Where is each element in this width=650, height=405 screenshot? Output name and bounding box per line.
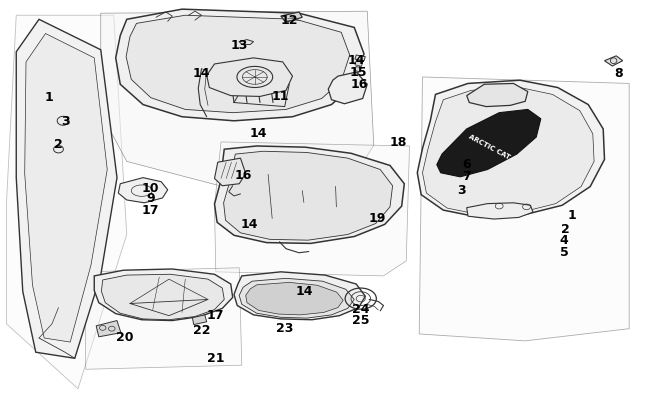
Text: 18: 18 [389,135,406,148]
Polygon shape [281,13,302,23]
Polygon shape [101,275,224,320]
Polygon shape [419,78,629,341]
Text: 17: 17 [142,203,159,216]
Text: 5: 5 [560,245,569,258]
Text: 14: 14 [296,284,313,297]
Text: 25: 25 [352,313,369,326]
Text: 8: 8 [614,66,623,79]
Text: 9: 9 [146,192,155,205]
Text: 14: 14 [193,66,210,79]
Text: 11: 11 [272,90,289,103]
Polygon shape [239,279,354,318]
Text: 10: 10 [142,182,159,195]
Polygon shape [96,321,121,337]
Text: 14: 14 [348,53,365,66]
Text: 14: 14 [250,126,267,139]
Polygon shape [214,143,410,276]
Text: 3: 3 [457,184,466,197]
Text: ARCTIC CAT: ARCTIC CAT [467,133,510,160]
Polygon shape [467,203,533,220]
Text: 23: 23 [276,321,293,334]
Text: 22: 22 [193,324,210,337]
Polygon shape [84,268,242,369]
Text: 17: 17 [207,309,224,322]
Polygon shape [207,59,292,97]
Polygon shape [126,16,350,113]
Polygon shape [192,315,207,325]
Polygon shape [6,16,127,389]
Text: 1: 1 [44,91,53,104]
Text: 16: 16 [235,168,252,181]
Text: 1: 1 [567,208,577,221]
Polygon shape [328,73,367,104]
Text: 2: 2 [54,137,63,150]
Text: 12: 12 [281,14,298,27]
Text: 13: 13 [231,39,248,52]
Text: 19: 19 [369,211,385,224]
Polygon shape [234,272,365,320]
Polygon shape [355,67,361,73]
Text: 24: 24 [352,302,369,315]
Polygon shape [224,152,393,241]
Polygon shape [246,283,343,315]
Polygon shape [437,110,541,177]
Text: 6: 6 [462,158,471,171]
Polygon shape [417,81,604,218]
Polygon shape [101,12,374,188]
Text: 15: 15 [350,66,367,79]
Polygon shape [422,88,594,215]
Polygon shape [604,57,623,67]
Text: 7: 7 [462,170,471,183]
Polygon shape [116,10,364,121]
Text: 16: 16 [350,78,367,91]
Text: 4: 4 [560,233,569,246]
Polygon shape [214,159,246,186]
Polygon shape [118,178,168,203]
Text: 14: 14 [241,217,258,230]
Text: 2: 2 [561,222,570,235]
Polygon shape [214,147,404,244]
Polygon shape [16,20,117,358]
Polygon shape [355,56,365,62]
Text: 20: 20 [116,330,133,343]
Polygon shape [25,34,107,342]
Polygon shape [355,62,363,67]
Polygon shape [467,84,528,107]
Text: 21: 21 [207,351,224,364]
Polygon shape [94,269,233,321]
Text: 3: 3 [60,115,70,128]
